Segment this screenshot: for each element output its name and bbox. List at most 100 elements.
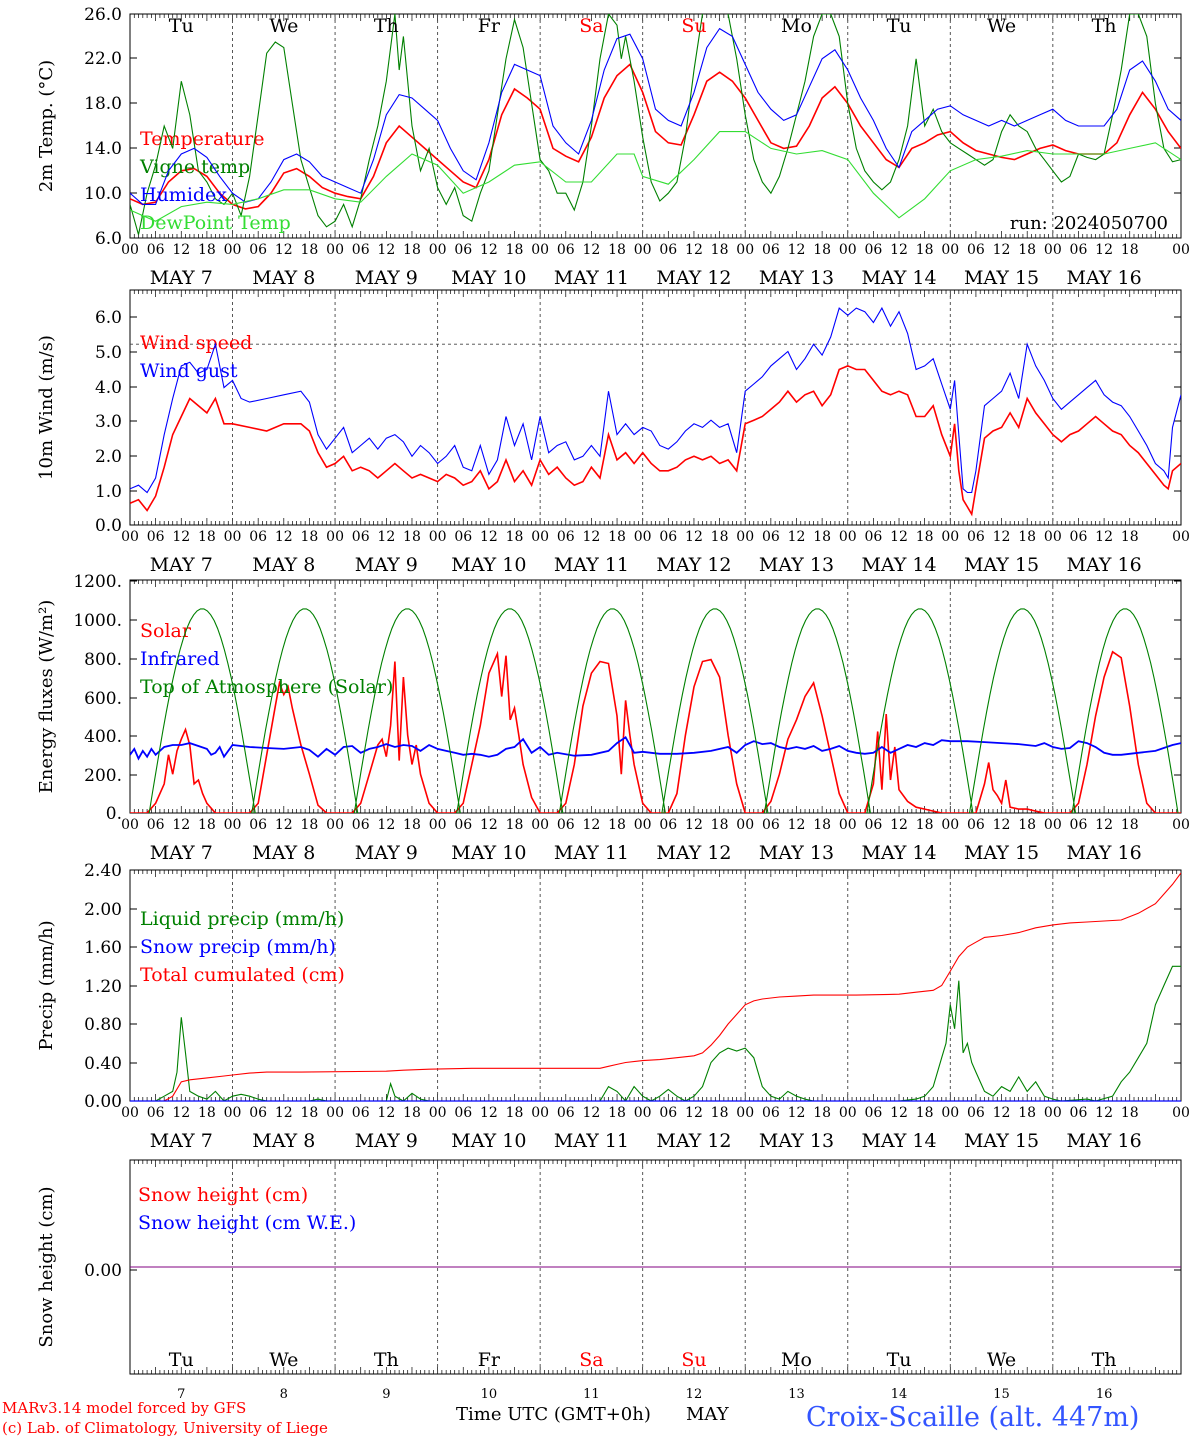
hour-label: 00 (941, 817, 959, 833)
hour-label: 12 (480, 242, 498, 258)
legend-entry: Infrared (140, 648, 220, 670)
hour-label: 00 (531, 817, 549, 833)
day-label: MAY 9 (355, 554, 418, 576)
legend-entry: DewPoint Temp (140, 212, 291, 234)
day-number: 14 (891, 1387, 908, 1402)
hour-label: 00 (1044, 529, 1062, 545)
hour-label: 12 (685, 1105, 703, 1121)
day-label: MAY 16 (1067, 1130, 1142, 1152)
hour-label: 18 (506, 1105, 524, 1121)
hour-label: 18 (711, 242, 729, 258)
day-label: MAY 14 (861, 267, 936, 289)
hour-label: 18 (608, 242, 626, 258)
hour-label: 06 (967, 529, 985, 545)
hour-label: 06 (967, 242, 985, 258)
panel-1: 6.0 10.0 14.0 18.0 22.0 26.0 2m Temp. (°C) Temp… (36, 5, 1190, 289)
weekday-label: We (269, 15, 298, 37)
hour-label: 18 (1121, 529, 1139, 545)
y-tick-label: 18.0 (84, 94, 122, 114)
y-tick-label: 1000. (73, 611, 122, 631)
hour-label: 12 (685, 529, 703, 545)
plot-frame (129, 289, 1182, 526)
hour-label: 00 (531, 529, 549, 545)
day-label: MAY 7 (150, 842, 213, 864)
series-liquid-precip-mm-h (130, 965, 1181, 1101)
hour-label: 06 (147, 242, 165, 258)
hour-label: 00 (1044, 1105, 1062, 1121)
day-label: MAY 16 (1067, 554, 1142, 576)
y-tick-label: 4.0 (95, 378, 122, 398)
hour-label: 12 (377, 529, 395, 545)
weekday-label: Sa (579, 1349, 603, 1371)
hour-label: 18 (916, 242, 934, 258)
hour-label: 00 (429, 1105, 447, 1121)
hour-label: 06 (1070, 242, 1088, 258)
weekday-label: Mo (781, 1349, 812, 1371)
hour-label: 12 (993, 1105, 1011, 1121)
hour-label: 12 (172, 1105, 190, 1121)
y-tick-label: 2.0 (95, 447, 122, 467)
hour-label: 18 (711, 529, 729, 545)
day-number: 9 (382, 1387, 390, 1402)
series-solar (130, 650, 1181, 813)
hour-label: 06 (557, 817, 575, 833)
hour-label: 00 (941, 529, 959, 545)
hour-label: 12 (685, 817, 703, 833)
hour-label: 06 (864, 242, 882, 258)
y-tick-label: 0.40 (84, 1054, 122, 1074)
hour-label: 06 (454, 817, 472, 833)
day-label: MAY 16 (1067, 267, 1142, 289)
legend-entry: Top of Atmosphere (Solar) (140, 676, 393, 698)
hour-label: 00 (1172, 1105, 1190, 1121)
y-tick-label: 1.20 (84, 977, 122, 997)
hour-label: 00 (1172, 817, 1190, 833)
day-number: 7 (177, 1387, 185, 1402)
day-label: MAY 13 (759, 554, 834, 576)
weekday-label: Tu (887, 1349, 912, 1371)
hour-label: 00 (326, 817, 344, 833)
plot-frame (129, 13, 1182, 239)
day-number: 15 (993, 1387, 1010, 1402)
weekday-label: Sa (579, 15, 603, 37)
hour-label: 18 (1121, 242, 1139, 258)
month-label: MAY (686, 1404, 729, 1425)
day-label: MAY 14 (861, 1130, 936, 1152)
hour-label: 12 (788, 1105, 806, 1121)
model-credit: MARv3.14 model forced by GFS (2, 1399, 247, 1417)
hour-label: 06 (762, 529, 780, 545)
weekday-label: Th (1092, 15, 1117, 37)
hour-label: 06 (967, 817, 985, 833)
hour-label: 06 (249, 529, 267, 545)
hour-label: 18 (301, 242, 319, 258)
hour-label: 06 (352, 817, 370, 833)
hour-label: 12 (377, 242, 395, 258)
hour-label: 12 (377, 817, 395, 833)
hour-label: 06 (249, 817, 267, 833)
weekday-label: We (269, 1349, 298, 1371)
hour-label: 06 (557, 242, 575, 258)
hour-label: 18 (403, 529, 421, 545)
hour-label: 12 (172, 817, 190, 833)
hour-label: 06 (352, 242, 370, 258)
weekday-label: Fr (478, 1349, 501, 1371)
legend-entry: Snow height (cm W.E.) (138, 1212, 356, 1234)
day-label: MAY 7 (150, 554, 213, 576)
hour-label: 00 (1044, 817, 1062, 833)
hour-label: 18 (301, 817, 319, 833)
hour-label: 00 (634, 529, 652, 545)
hour-label: 18 (711, 1105, 729, 1121)
hour-label: 00 (326, 529, 344, 545)
day-number: 8 (280, 1387, 288, 1402)
weekday-label: We (987, 1349, 1016, 1371)
hour-label: 06 (864, 529, 882, 545)
y-tick-label: 0.00 (84, 1092, 122, 1112)
hour-label: 18 (301, 1105, 319, 1121)
day-number: 13 (788, 1387, 805, 1402)
hour-label: 12 (275, 529, 293, 545)
hour-label: 18 (1018, 242, 1036, 258)
y-axis-label: 2m Temp. (°C) (36, 60, 57, 192)
hour-label: 18 (506, 529, 524, 545)
panel-4: 0.00 0.40 0.80 1.20 1.60 2.00 2.40 Precip (mm/h… (36, 861, 1190, 1152)
hour-label: 06 (659, 529, 677, 545)
hour-label: 06 (147, 529, 165, 545)
